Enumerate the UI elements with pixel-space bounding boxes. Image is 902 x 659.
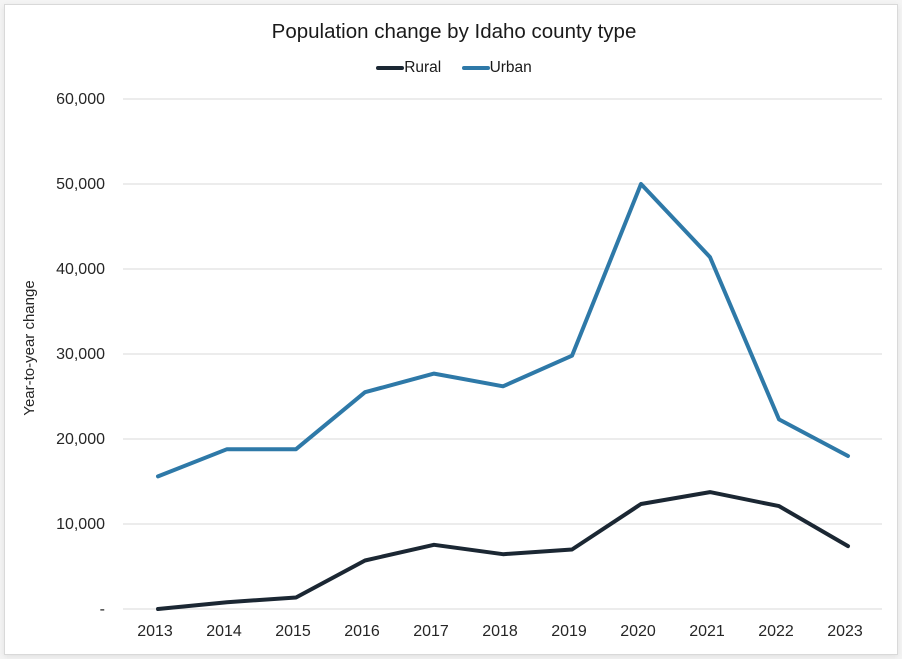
- svg-text:Year-to-year change: Year-to-year change: [21, 280, 38, 415]
- svg-text:2014: 2014: [206, 623, 242, 640]
- svg-text:2016: 2016: [344, 623, 380, 640]
- svg-text:2017: 2017: [413, 623, 449, 640]
- svg-text:50,000: 50,000: [56, 176, 105, 193]
- svg-text:2015: 2015: [275, 623, 311, 640]
- svg-text:-: -: [100, 601, 105, 618]
- svg-text:30,000: 30,000: [56, 346, 105, 363]
- svg-text:2020: 2020: [620, 623, 656, 640]
- svg-text:2019: 2019: [551, 623, 587, 640]
- svg-text:20,000: 20,000: [56, 431, 105, 448]
- svg-text:2022: 2022: [758, 623, 794, 640]
- svg-text:2021: 2021: [689, 623, 725, 640]
- svg-text:40,000: 40,000: [56, 261, 105, 278]
- svg-text:2023: 2023: [827, 623, 863, 640]
- svg-text:60,000: 60,000: [56, 91, 105, 108]
- svg-text:2018: 2018: [482, 623, 518, 640]
- svg-text:2013: 2013: [137, 623, 173, 640]
- svg-text:10,000: 10,000: [56, 516, 105, 533]
